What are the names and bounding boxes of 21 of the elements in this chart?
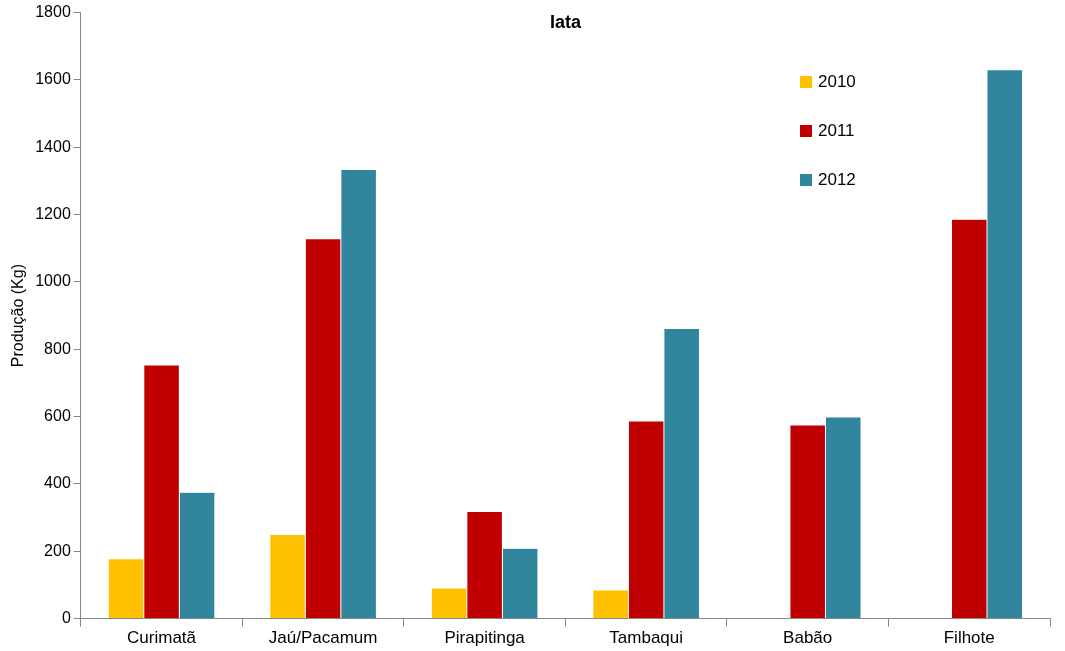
x-tick-label: Babão (783, 628, 833, 648)
y-tick-label: 1000 (35, 272, 71, 290)
y-axis-title: Produção (Kg) (9, 264, 27, 368)
x-tick-label: Tambaqui (609, 628, 684, 648)
y-tick-label: 1600 (35, 70, 71, 88)
x-tick-label: Filhote (943, 628, 995, 648)
legend-label: 2012 (817, 169, 856, 192)
legend-label: 2011 (817, 120, 856, 143)
y-tick-label: 600 (44, 407, 71, 425)
x-tick-label: Jaú/Pacamum (268, 628, 378, 648)
y-tick-label: 800 (44, 339, 71, 357)
y-tick-label: 1800 (35, 3, 71, 21)
chart-title: Iata (549, 11, 582, 32)
x-tick-label: Pirapitinga (444, 628, 526, 648)
legend-label: 2010 (817, 71, 856, 94)
y-tick-label: 1400 (35, 137, 71, 155)
y-tick-label: 1200 (35, 205, 71, 223)
y-tick-label: 200 (44, 541, 71, 559)
y-tick-label: 0 (61, 609, 71, 627)
y-tick-label: 400 (44, 474, 71, 492)
x-tick-label: Curimatã (127, 628, 197, 648)
